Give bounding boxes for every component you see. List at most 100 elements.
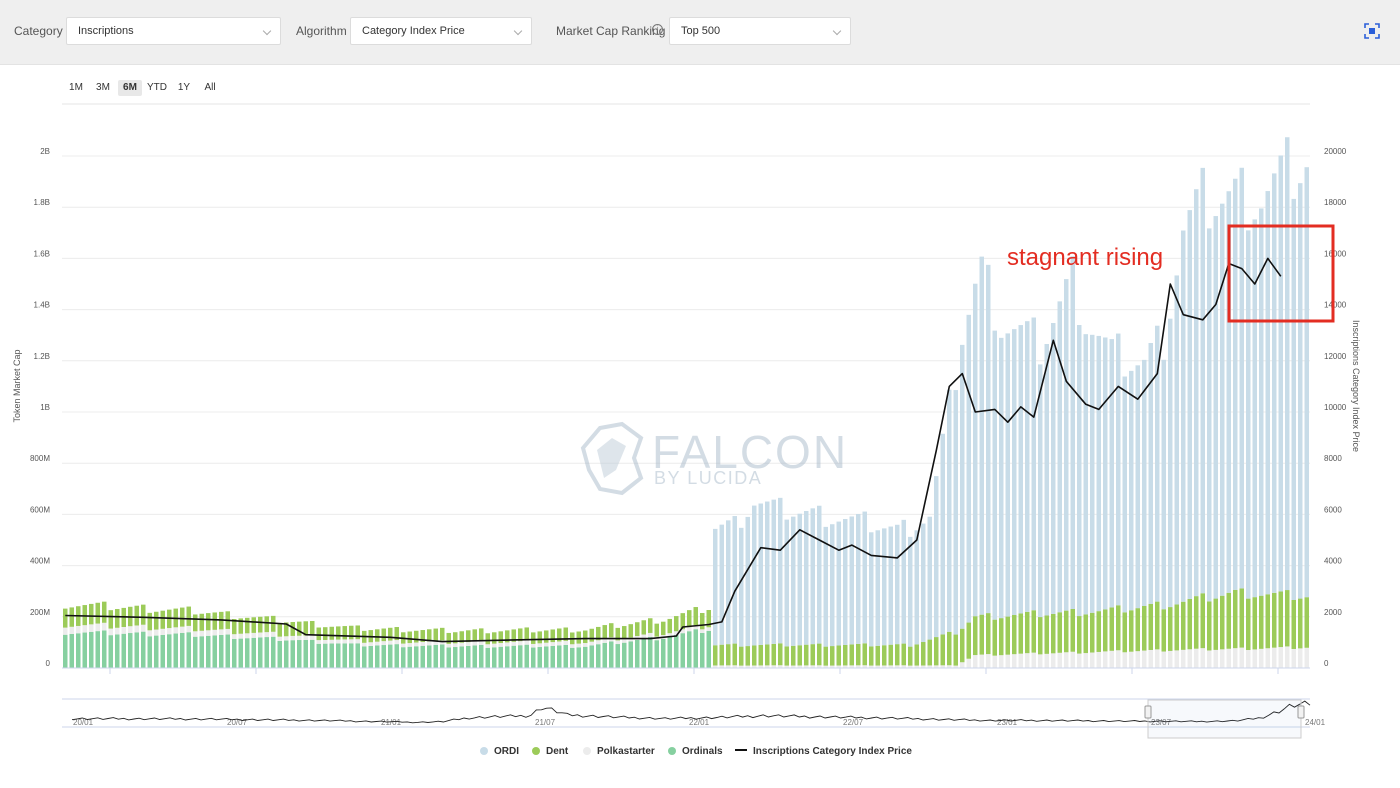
ranking-select[interactable]: Top 500 xyxy=(669,17,851,45)
ordinals-bar xyxy=(667,636,672,668)
ordi-bar xyxy=(1181,230,1186,602)
polkastarter-bar xyxy=(1252,649,1257,668)
polkastarter-bar xyxy=(524,640,529,645)
navigator-tick-label: 23/07 xyxy=(1151,718,1172,727)
ordinals-bar xyxy=(225,634,230,668)
ordinals-bar xyxy=(160,634,165,668)
dent-bar xyxy=(1278,591,1283,648)
range-all-button[interactable]: All xyxy=(204,82,216,93)
dent-bar xyxy=(1005,616,1010,655)
dent-bar xyxy=(180,607,185,627)
ordinals-bar xyxy=(589,645,594,668)
index-line-swatch xyxy=(735,749,747,751)
polkastarter-bar xyxy=(771,665,776,668)
polkastarter-bar xyxy=(713,665,718,668)
polkastarter-bar xyxy=(1168,650,1173,668)
dent-bar xyxy=(1239,588,1244,648)
dent-bar xyxy=(225,611,230,629)
polkastarter-bar xyxy=(180,626,185,633)
ordinals-bar xyxy=(368,645,373,668)
dent-bar xyxy=(823,646,828,666)
dent-bar xyxy=(102,601,107,623)
dent-bar xyxy=(1109,607,1114,651)
polkastarter-bar xyxy=(394,640,399,645)
ordinals-bar xyxy=(563,644,568,668)
info-icon[interactable]: i xyxy=(652,24,663,35)
ordi-bar xyxy=(947,389,952,632)
dent-bar xyxy=(277,622,282,637)
ordi-bar xyxy=(1038,364,1043,618)
ordinals-bar xyxy=(245,638,250,668)
dent-bar xyxy=(1226,592,1231,649)
dent-bar xyxy=(901,643,906,666)
y-tick-label: 600M xyxy=(30,505,50,514)
ordinals-bar xyxy=(602,642,607,668)
dent-bar xyxy=(219,611,224,630)
dent-bar xyxy=(908,646,913,666)
legend-item-index-price[interactable]: Inscriptions Category Index Price xyxy=(735,745,912,759)
legend-item-polkastarter[interactable]: Polkastarter xyxy=(583,745,655,759)
polkastarter-bar xyxy=(1291,648,1296,668)
legend-item-ordinals[interactable]: Ordinals xyxy=(668,745,723,759)
range-1y-button[interactable]: 1Y xyxy=(177,82,191,93)
polkastarter-bar xyxy=(1194,648,1199,668)
ordi-bar xyxy=(797,513,802,646)
ordi-bar xyxy=(1291,198,1296,600)
polkastarter-bar xyxy=(927,665,932,668)
ordinals-bar xyxy=(303,639,308,668)
polkastarter-bar xyxy=(290,635,295,641)
polkastarter-swatch xyxy=(583,747,591,755)
ordinals-bar xyxy=(446,647,451,668)
polkastarter-bar xyxy=(329,639,334,644)
dent-bar xyxy=(1220,595,1225,650)
bar-series xyxy=(63,137,1309,668)
polkastarter-bar xyxy=(550,642,555,646)
polkastarter-bar xyxy=(1246,650,1251,668)
legend-item-dent[interactable]: Dent xyxy=(532,745,568,759)
ordi-bar xyxy=(888,526,893,645)
ordinals-bar xyxy=(167,634,172,668)
polkastarter-bar xyxy=(856,665,861,668)
dent-bar xyxy=(1148,603,1153,650)
dent-bar xyxy=(1025,611,1030,654)
ordinals-bar xyxy=(622,642,627,668)
range-3m-button[interactable]: 3M xyxy=(96,82,110,93)
dent-bar xyxy=(1155,601,1160,650)
dent-bar xyxy=(323,627,328,640)
ordi-bar xyxy=(713,528,718,646)
dent-bar xyxy=(589,628,594,642)
dent-bar xyxy=(752,645,757,666)
dent-bar xyxy=(745,646,750,666)
y2-tick-label: 0 xyxy=(1324,659,1329,668)
dent-bar xyxy=(1194,596,1199,649)
fullscreen-icon[interactable] xyxy=(1364,23,1380,39)
dent-bar xyxy=(414,630,419,643)
ordinals-bar xyxy=(232,639,237,668)
y-tick-label: 1.2B xyxy=(34,352,50,361)
dent-bar xyxy=(550,629,555,643)
ordinals-bar xyxy=(89,631,94,668)
polkastarter-bar xyxy=(316,640,321,644)
polkastarter-bar xyxy=(1213,649,1218,668)
range-1m-button[interactable]: 1M xyxy=(69,82,83,93)
polkastarter-bar xyxy=(609,637,614,642)
polkastarter-bar xyxy=(719,665,724,668)
dent-bar xyxy=(1051,613,1056,654)
ordinals-bar xyxy=(69,634,74,668)
ordi-bar xyxy=(1207,228,1212,602)
algorithm-select[interactable]: Category Index Price xyxy=(350,17,532,45)
legend-item-ordi[interactable]: ORDI xyxy=(480,745,519,759)
range-6m-button[interactable]: 6M xyxy=(118,80,142,96)
category-select[interactable]: Inscriptions xyxy=(66,17,281,45)
polkastarter-bar xyxy=(277,636,282,641)
dent-bar xyxy=(368,630,373,643)
dent-bar xyxy=(303,621,308,636)
polkastarter-bar xyxy=(732,665,737,668)
ordinals-bar xyxy=(661,638,666,668)
ordi-bar xyxy=(1278,155,1283,592)
polkastarter-bar xyxy=(596,640,601,645)
range-ytd-button[interactable]: YTD xyxy=(147,82,167,93)
navigator-tick-label: 20/01 xyxy=(73,718,94,727)
ordinals-bar xyxy=(290,640,295,668)
dent-bar xyxy=(830,646,835,666)
